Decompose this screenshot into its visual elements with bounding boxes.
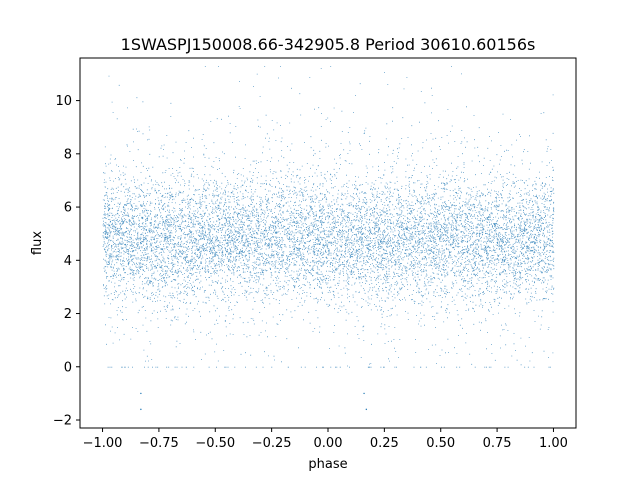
y-axis-label: flux (30, 231, 45, 255)
outlier-points (140, 392, 368, 411)
x-tick-label: 0.75 (483, 436, 512, 451)
y-tick-label: 2 (64, 307, 72, 322)
y-tick-label: 8 (64, 147, 72, 162)
data-point (363, 392, 365, 395)
y-tick-label: −2 (53, 414, 72, 429)
x-tick-label: −0.50 (195, 436, 235, 451)
x-tick-label: 1.00 (539, 436, 568, 451)
data-point-cloud (102, 66, 555, 368)
x-tick-label: −1.00 (83, 436, 123, 451)
y-axis: −2 0 2 4 6 8 10 (53, 94, 80, 429)
x-tick-label: −0.25 (252, 436, 292, 451)
chart-title: 1SWASPJ150008.66-342905.8 Period 30610.6… (121, 35, 536, 54)
x-tick-label: 0.50 (426, 436, 455, 451)
y-tick-label: 6 (64, 201, 72, 216)
x-tick-label: −0.75 (139, 436, 179, 451)
data-point (140, 392, 142, 395)
data-points (102, 66, 555, 368)
y-tick-label: 10 (55, 94, 72, 109)
y-tick-label: 4 (64, 254, 72, 269)
data-point (365, 408, 368, 411)
x-tick-label: 0.25 (370, 436, 399, 451)
x-axis-label: phase (308, 457, 347, 472)
x-axis: −1.00 −0.75 −0.50 −0.25 0.00 0.25 0.50 0.75 1.00 (83, 428, 568, 451)
data-point (140, 408, 142, 411)
y-tick-label: 0 (64, 360, 72, 375)
x-tick-label: 0.00 (314, 436, 343, 451)
